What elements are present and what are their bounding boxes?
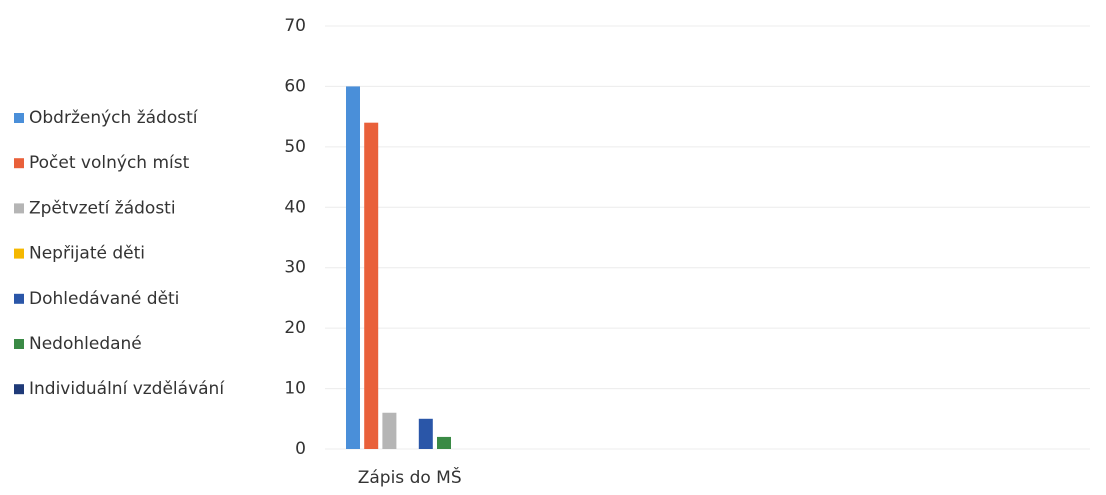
y-tick-label: 60: [284, 76, 306, 96]
legend-swatch: [14, 203, 24, 214]
legend-swatch: [14, 113, 24, 123]
x-tick-label: Zápis do MŠ: [358, 466, 462, 488]
y-tick-label: 50: [284, 137, 306, 157]
legend-swatch: [14, 384, 24, 395]
bar: [418, 418, 433, 449]
y-tick-label: 0: [295, 439, 306, 459]
bar: [437, 436, 451, 449]
legend-swatch: [14, 293, 24, 304]
bar: [346, 86, 360, 449]
y-tick-label: 70: [284, 16, 306, 36]
legend-label: Obdržených žádostí: [29, 108, 199, 128]
y-tick-label: 20: [284, 318, 306, 338]
bar: [364, 122, 379, 449]
y-tick-label: 30: [284, 258, 306, 278]
legend-swatch: [14, 158, 24, 169]
legend-swatch: [14, 248, 24, 259]
legend-swatch: [14, 339, 24, 349]
y-tick-label: 40: [284, 197, 306, 217]
bar: [382, 412, 397, 449]
legend-label: Zpětvzetí žádosti: [29, 198, 176, 218]
y-tick-label: 10: [284, 379, 306, 399]
legend-label: Nedohledané: [29, 334, 142, 354]
legend-label: Individuální vzdělávání: [29, 379, 225, 399]
legend-label: Dohledávané děti: [29, 289, 179, 309]
legend-label: Počet volných míst: [29, 153, 190, 173]
legend-label: Nepřijaté děti: [29, 244, 145, 264]
